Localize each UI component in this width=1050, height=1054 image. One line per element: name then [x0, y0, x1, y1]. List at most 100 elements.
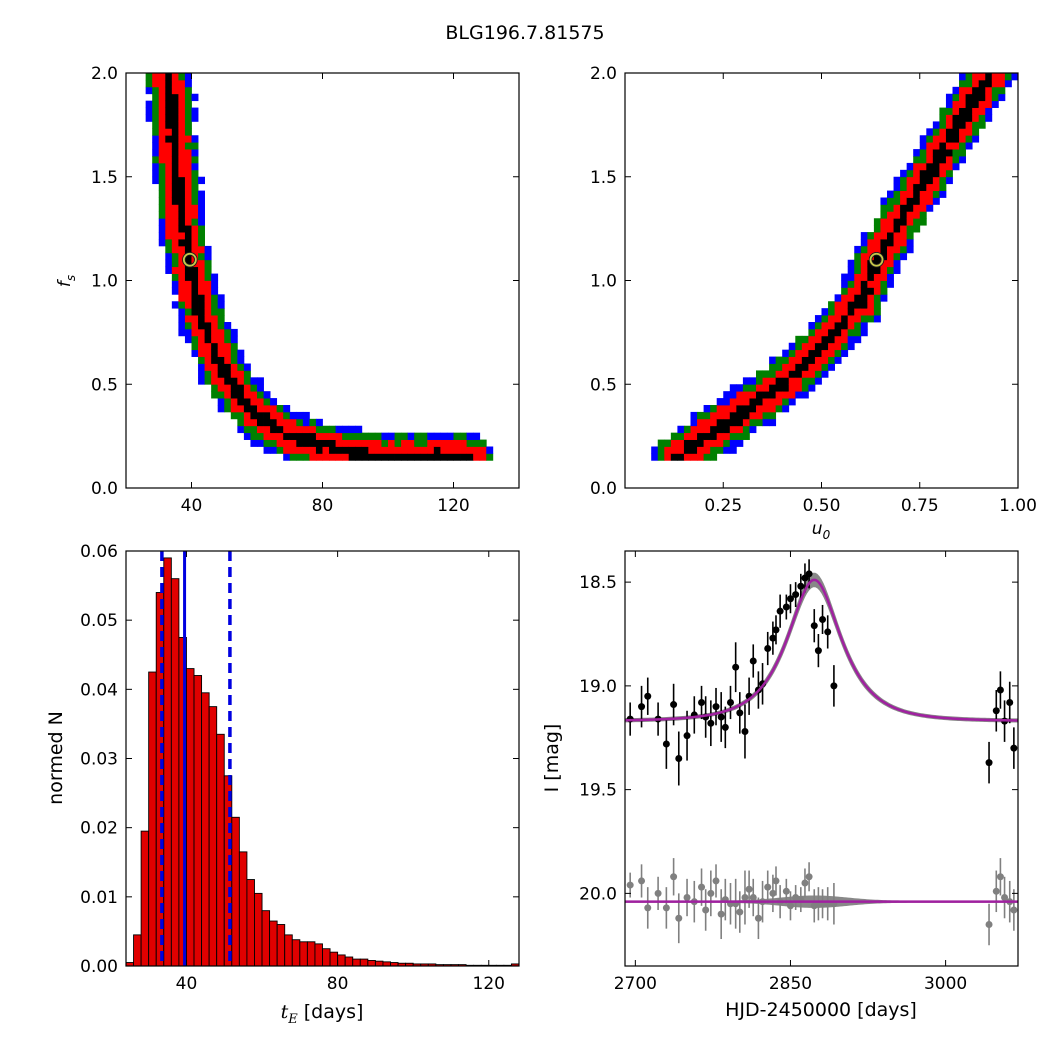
density-cell — [703, 405, 711, 413]
density-cell — [788, 398, 796, 406]
density-cell — [184, 225, 192, 233]
density-cell — [204, 342, 212, 351]
density-cell — [867, 239, 875, 247]
density-cell — [171, 176, 179, 185]
density-cell — [466, 446, 474, 454]
density-cell — [348, 425, 356, 434]
density-cell — [171, 204, 179, 212]
density-cell — [171, 252, 179, 261]
density-cell — [710, 439, 718, 447]
density-cell — [401, 453, 409, 461]
density-cell — [749, 398, 757, 406]
density-cell — [171, 259, 179, 268]
density-cell — [867, 232, 875, 240]
density-cell — [171, 239, 179, 247]
density-cell — [854, 308, 862, 316]
density-cell — [198, 218, 205, 226]
density-cell — [651, 446, 659, 454]
data-point — [721, 723, 729, 731]
density-cell — [873, 308, 881, 316]
x-tick-label: 0.75 — [901, 496, 939, 516]
residual-point — [662, 904, 670, 912]
density-cell — [152, 128, 160, 136]
density-cell — [276, 418, 284, 427]
density-cell — [224, 384, 232, 392]
x-tick-label: 0.50 — [803, 496, 841, 516]
density-cell — [302, 432, 310, 440]
density-cell — [860, 322, 868, 330]
density-cell — [769, 363, 777, 371]
density-cell — [926, 204, 934, 212]
density-cell — [217, 377, 225, 385]
density-cell — [716, 418, 724, 427]
density-cell — [828, 315, 835, 323]
density-cell — [847, 335, 855, 344]
density-cell — [191, 114, 199, 122]
density-cell — [828, 363, 835, 371]
histogram-bar — [163, 557, 172, 967]
density-cell — [178, 287, 186, 295]
y-tick-label: 0.0 — [590, 479, 617, 499]
density-cell — [335, 439, 343, 447]
density-cell — [834, 335, 842, 344]
density-cell — [841, 322, 849, 330]
density-cell — [191, 169, 199, 178]
density-cell — [270, 425, 278, 434]
density-cell — [165, 239, 173, 247]
density-cell — [198, 287, 205, 295]
density-cell — [302, 439, 310, 447]
density-cell — [657, 439, 665, 447]
density-cell — [965, 121, 973, 129]
density-cell — [171, 149, 179, 157]
u0-fs-cells — [651, 73, 1019, 461]
density-cell — [795, 391, 803, 399]
density-cell — [703, 453, 711, 461]
density-cell — [919, 211, 927, 219]
density-cell — [446, 446, 454, 454]
density-cell — [184, 135, 192, 143]
density-cell — [309, 425, 317, 434]
density-cell — [224, 370, 232, 378]
density-cell — [217, 398, 225, 406]
density-cell — [723, 391, 731, 399]
density-cell — [198, 190, 205, 198]
density-cell — [978, 93, 986, 102]
density-cell — [158, 93, 166, 102]
density-cell — [204, 252, 212, 261]
histogram-bar — [344, 956, 354, 967]
density-cell — [887, 232, 894, 240]
density-cell — [729, 418, 737, 427]
density-cell — [762, 370, 770, 378]
density-cell — [756, 384, 763, 392]
density-cell — [945, 107, 953, 115]
density-cell — [204, 287, 212, 295]
density-cell — [782, 398, 790, 406]
density-cell — [198, 259, 205, 268]
residual-point — [805, 873, 813, 881]
density-cell — [873, 287, 881, 295]
density-cell — [769, 384, 777, 392]
density-cell — [171, 135, 179, 143]
density-cell — [795, 384, 803, 392]
density-cell — [723, 398, 731, 406]
density-cell — [191, 204, 199, 212]
density-cell — [756, 370, 763, 378]
density-cell — [198, 342, 205, 351]
density-cell — [834, 322, 842, 330]
density-cell — [782, 405, 790, 413]
density-cell — [775, 405, 783, 413]
density-cell — [841, 294, 849, 302]
density-cell — [152, 176, 160, 185]
density-cell — [355, 432, 363, 440]
density-cell — [191, 301, 199, 309]
density-cell — [952, 121, 960, 129]
data-point — [824, 628, 832, 636]
density-cell — [965, 135, 973, 143]
density-cell — [191, 232, 199, 240]
density-cell — [834, 349, 842, 357]
density-cell — [847, 322, 855, 330]
density-cell — [893, 232, 901, 240]
density-cell — [952, 162, 960, 171]
density-cell — [893, 204, 901, 212]
density-cell — [808, 377, 816, 385]
